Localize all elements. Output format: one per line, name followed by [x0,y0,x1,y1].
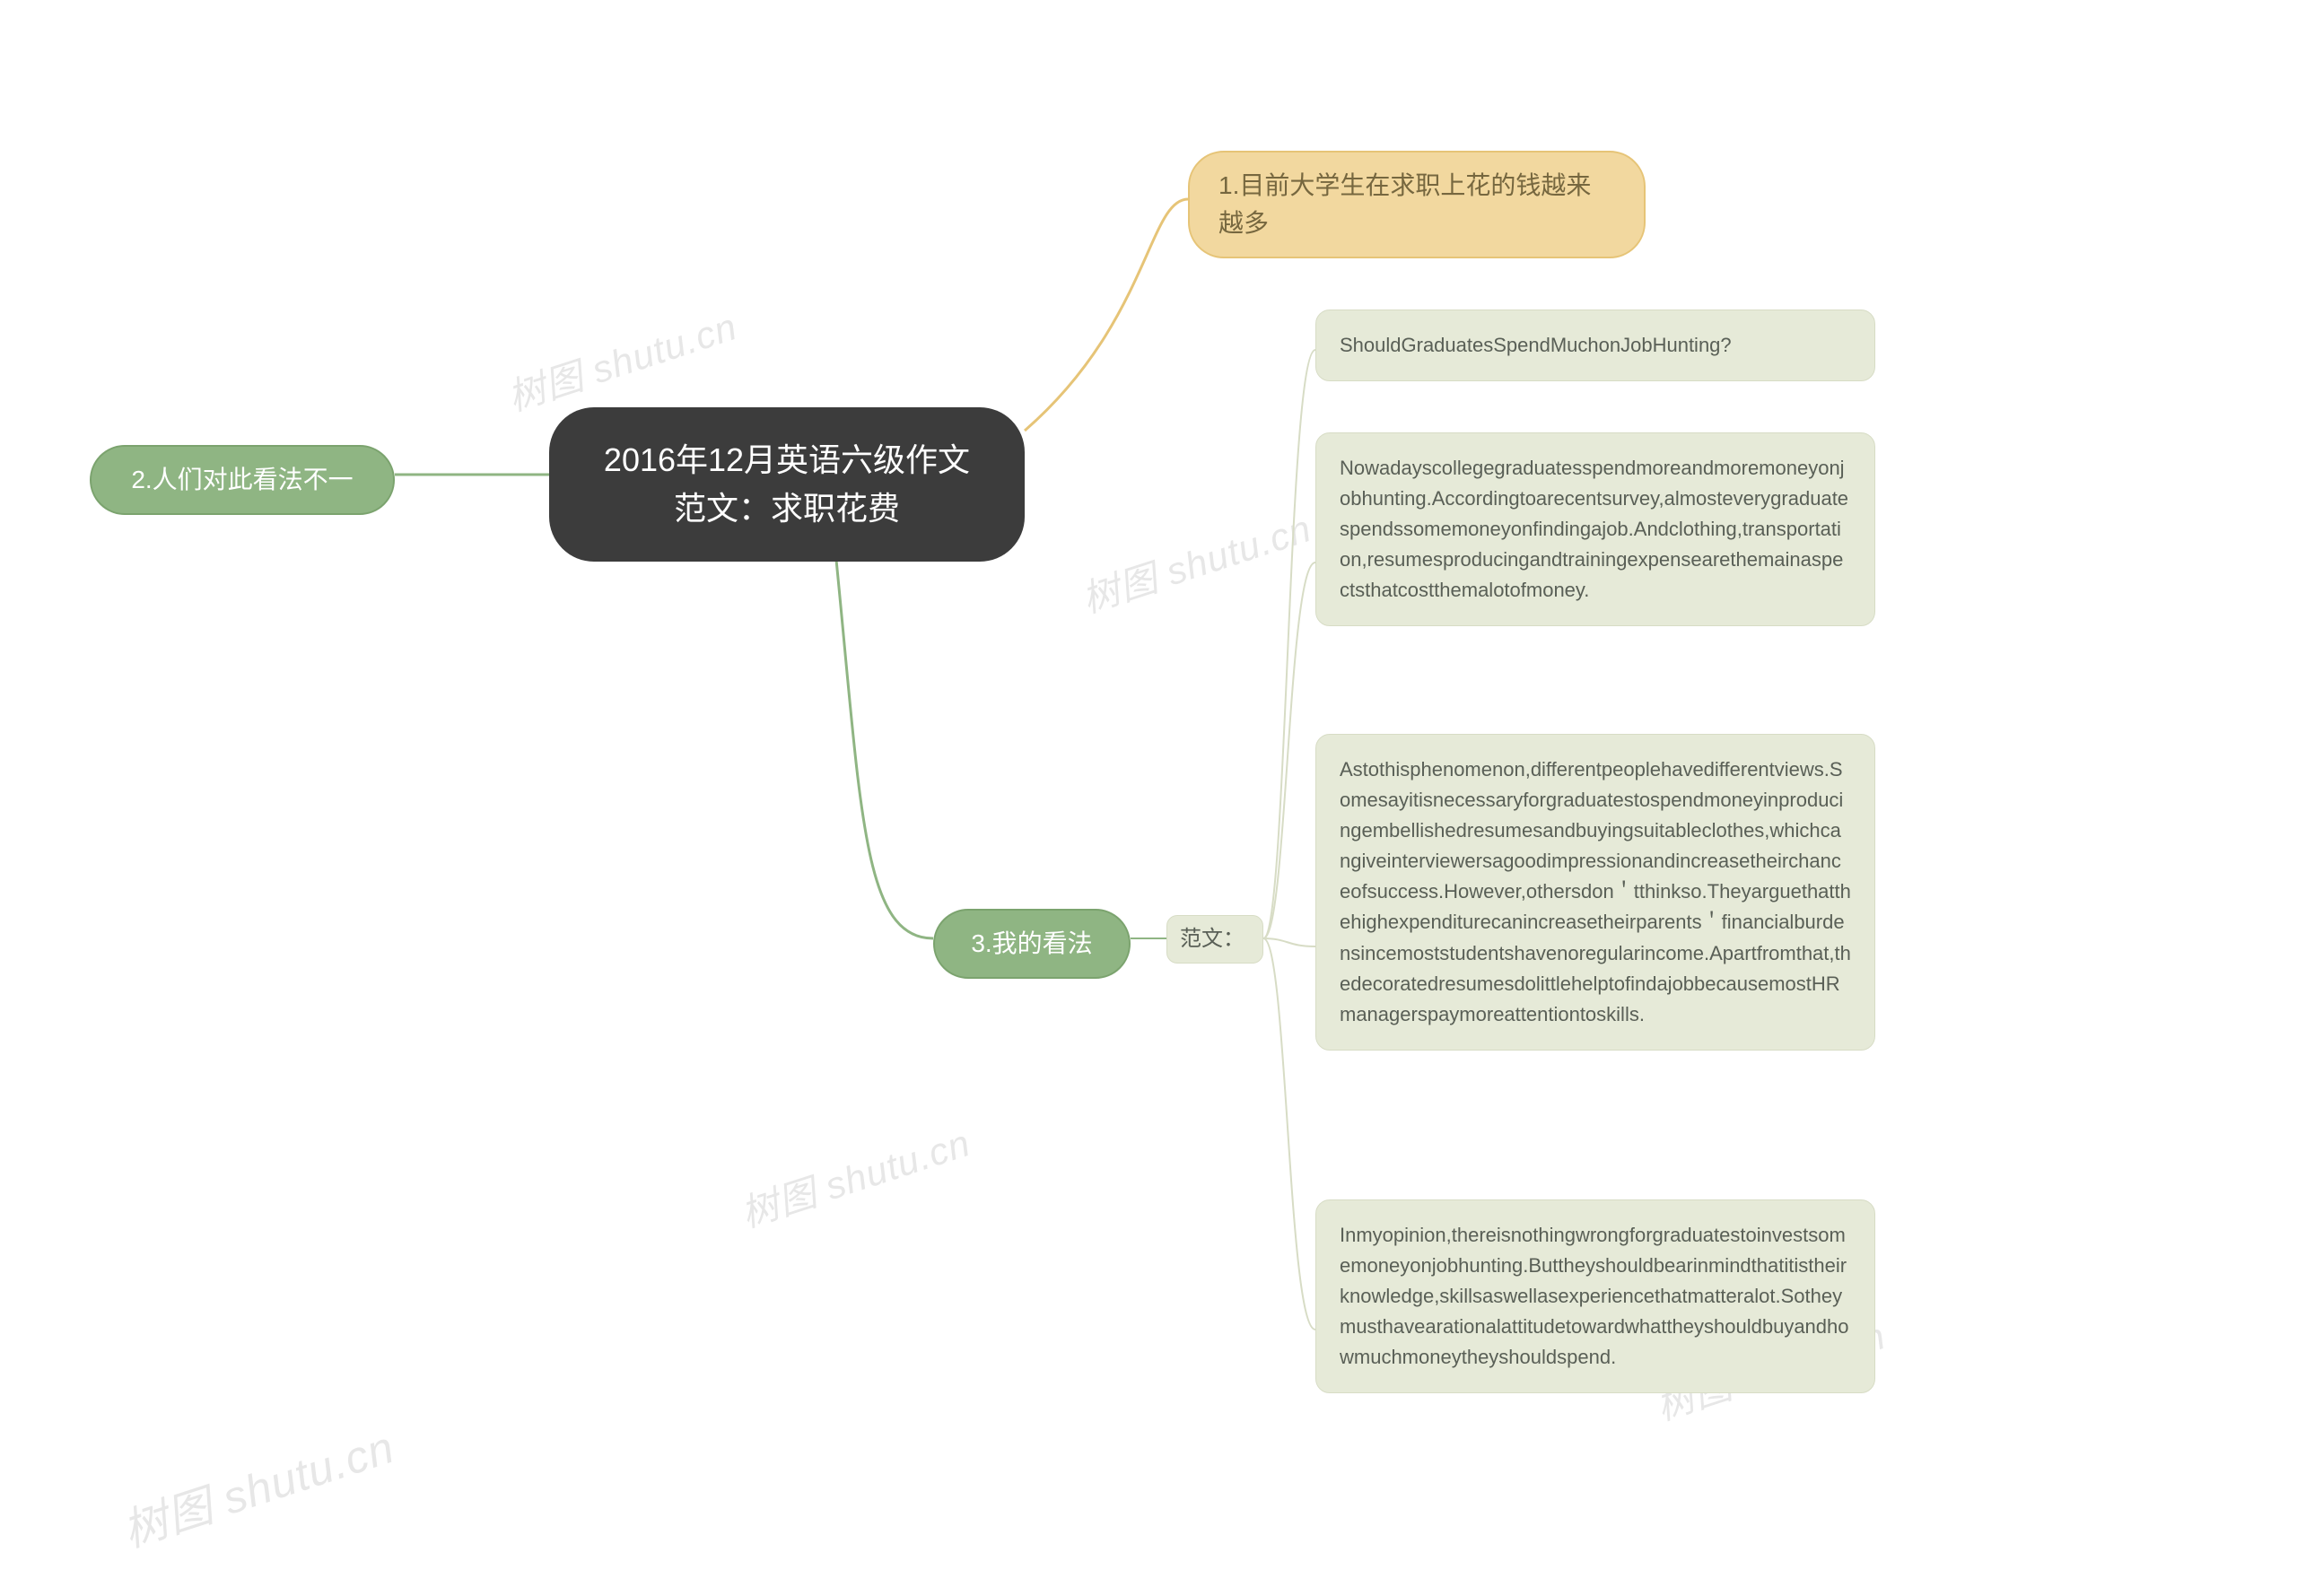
mindmap-canvas: 树图 shutu.cn 树图 shutu.cn 树图 shutu.cn 树图 s… [0,0,2297,1596]
edge-label-leaf3 [1263,938,1315,946]
watermark: 树图 shutu.cn [733,1112,976,1238]
edge-root-branch1 [1025,199,1188,431]
edge-root-branch3 [834,542,933,938]
branch-node-3[interactable]: 3.我的看法 [933,909,1131,979]
connector-layer [0,0,2297,1596]
branch-3-text: 3.我的看法 [971,929,1092,957]
branch-2-text: 2.人们对此看法不一 [131,466,353,493]
leaf-node-4[interactable]: Inmyopinion,thereisnothingwrongforgradua… [1315,1199,1875,1393]
watermark: 树图 shutu.cn [500,296,743,422]
branch-node-1[interactable]: 1.目前大学生在求职上花的钱越来越多 [1188,151,1646,258]
watermark: 树图 shutu.cn [1074,498,1317,624]
root-line2: 范文：求职花费 [576,484,998,533]
leaf-1-text: ShouldGraduatesSpendMuchonJobHunting? [1340,334,1732,356]
branch-1-text: 1.目前大学生在求职上花的钱越来越多 [1218,171,1591,237]
root-line1: 2016年12月英语六级作文 [576,436,998,484]
branch3-sublabel[interactable]: 范文： [1166,915,1263,964]
edge-label-leaf1 [1263,350,1315,938]
leaf-node-3[interactable]: Astothisphenomenon,differentpeoplehavedi… [1315,734,1875,1051]
watermark: 树图 shutu.cn [114,1411,402,1559]
root-node[interactable]: 2016年12月英语六级作文 范文：求职花费 [549,407,1025,562]
edge-label-leaf2 [1263,563,1315,938]
leaf-2-text: Nowadayscollegegraduatesspendmoreandmore… [1340,457,1848,601]
leaf-3-text: Astothisphenomenon,differentpeoplehavedi… [1340,758,1851,1025]
branch3-sublabel-text: 范文： [1180,927,1245,951]
leaf-node-2[interactable]: Nowadayscollegegraduatesspendmoreandmore… [1315,432,1875,626]
branch-node-2[interactable]: 2.人们对此看法不一 [90,445,395,515]
edge-label-leaf4 [1263,938,1315,1330]
leaf-4-text: Inmyopinion,thereisnothingwrongforgradua… [1340,1224,1849,1368]
leaf-node-1[interactable]: ShouldGraduatesSpendMuchonJobHunting? [1315,310,1875,381]
